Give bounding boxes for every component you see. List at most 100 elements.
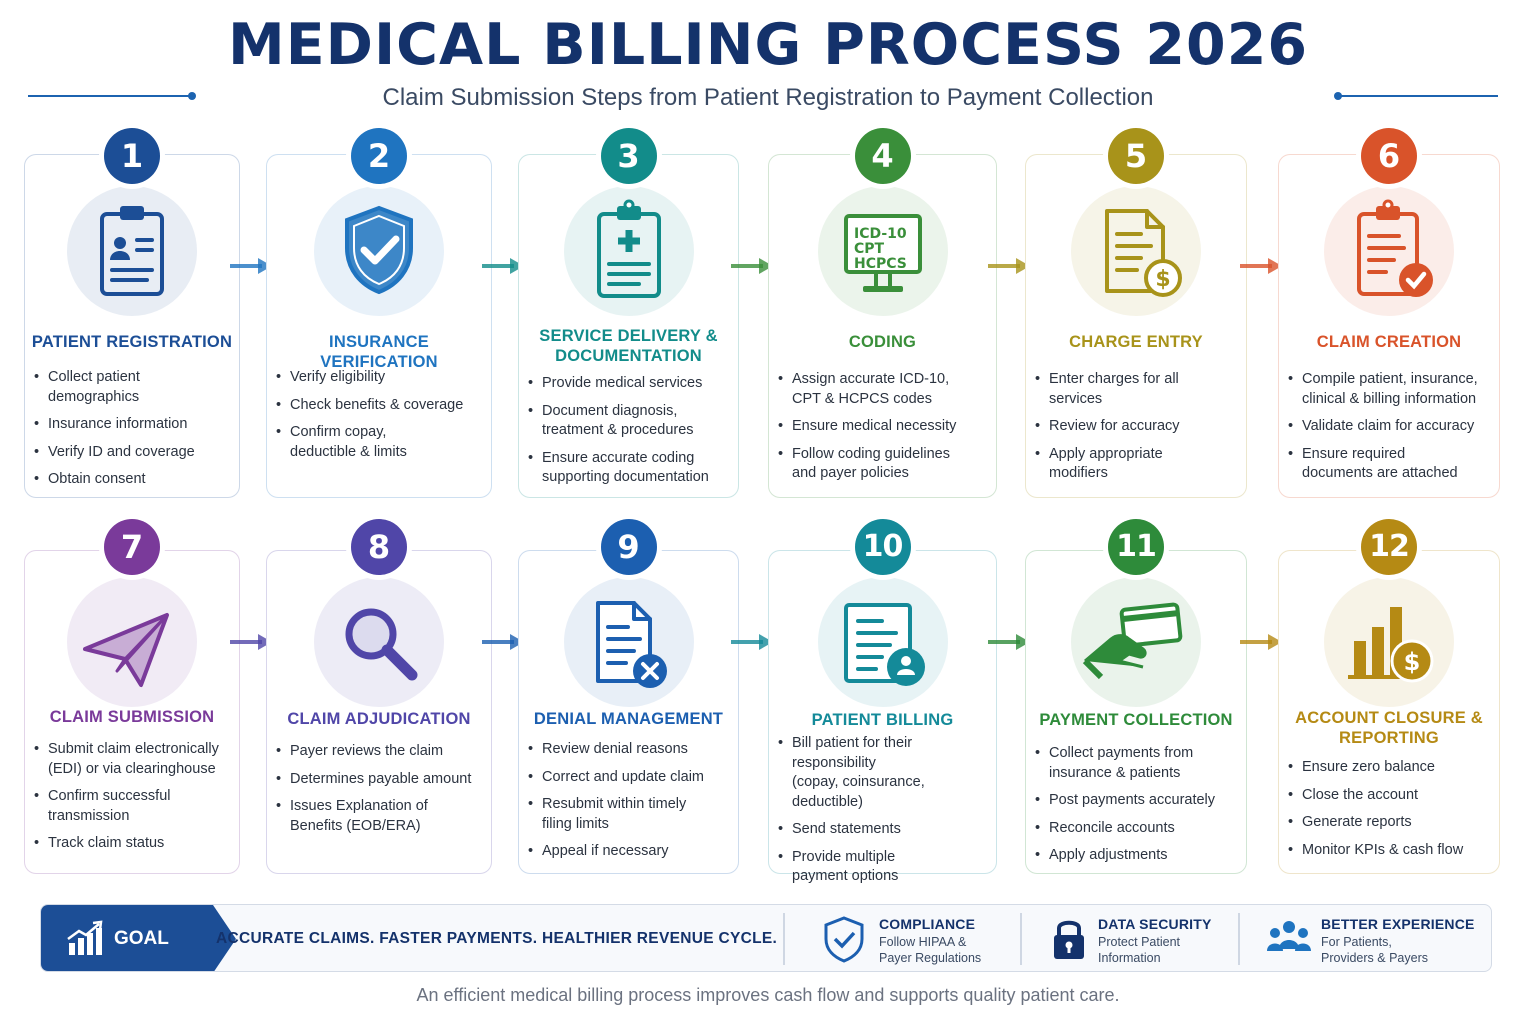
step-bullet: Collect patient demographics [34,368,234,407]
step-bullet: Close the account [1288,786,1494,806]
svg-text:CPT: CPT [854,241,885,257]
medical-clipboard-icon [563,186,694,316]
shield-check-icon [824,916,864,963]
chart-dollar-icon: $ [1324,577,1454,707]
step-bullet: Confirm copay, deductible & limits [276,423,486,462]
step-bullet: Insurance information [34,415,234,435]
step-bullets: Provide medical services Document diagnos… [528,374,733,496]
magnifier-icon [314,577,444,707]
step-bullets: Compile patient, insurance, clinical & b… [1288,370,1494,492]
step-bullet: Monitor KPIs & cash flow [1288,841,1494,861]
step-number: 10 [854,519,911,575]
step-bullet: Send statements [778,820,991,840]
step-title: DENIAL MANAGEMENT [533,710,724,728]
step-bullet: Collect payments from insurance & patien… [1035,744,1241,783]
step-bullet: Resubmit within timely filing limits [528,795,733,834]
svg-text:HCPCS: HCPCS [854,256,907,272]
lock-icon [1054,920,1084,959]
step-bullet: Apply adjustments [1035,846,1241,866]
header-rule-right [1338,95,1498,97]
step-title: PATIENT REGISTRATION [31,333,233,351]
paper-plane-icon [67,577,197,707]
feature-subtitle-compliance: Follow HIPAA & Payer Regulations [879,935,982,965]
step-bullet: Submit claim electronically (EDI) or via… [34,740,234,779]
step-bullet: Review for accuracy [1035,417,1241,437]
svg-text:ICD-10: ICD-10 [854,226,907,242]
step-bullet: Document diagnosis, treatment & procedur… [528,402,733,441]
feature-subtitle-better-experience: For Patients, Providers & Payers [1321,935,1428,965]
step-bullets: Collect patient demographics Insurance in… [34,368,234,498]
svg-text:$: $ [1155,267,1170,292]
step-bullets: Submit claim electronically (EDI) or via… [34,740,234,862]
step-bullets: Collect payments from insurance & patien… [1035,744,1241,874]
step-title: CHARGE ENTRY [1069,333,1203,351]
step-bullet: Ensure required documents are attached [1288,445,1494,484]
step-bullet: Correct and update claim [528,768,733,788]
flow-arrow-icon [988,258,1030,274]
flow-arrow-icon [988,634,1030,650]
step-bullet: Compile patient, insurance, clinical & b… [1288,370,1494,409]
page-subtitle: Claim Submission Steps from Patient Regi… [382,84,1154,111]
clipboard-patient-icon [67,186,197,316]
header-rule-left [28,95,193,97]
shield-check-icon [314,186,444,316]
step-bullet: Bill patient for their responsibility (c… [778,734,991,812]
svg-text:$: $ [1404,648,1421,676]
step-number: 2 [351,128,407,184]
step-bullet: Ensure accurate coding supporting docume… [528,449,733,488]
step-bullet: Payer reviews the claim [276,742,486,762]
step-bullet: Appeal if necessary [528,842,733,862]
feature-divider [1020,913,1022,965]
flow-arrow-icon [230,634,272,650]
step-bullets: Ensure zero balance Close the account Gene… [1288,758,1494,868]
step-bullet: Review denial reasons [528,740,733,760]
step-bullets: Enter charges for all services Review for… [1035,370,1241,492]
feature-subtitle-data-security: Protect Patient Information [1098,935,1180,965]
step-title: ACCOUNT CLOSURE & REPORTING [1295,709,1483,747]
step-bullet: Reconcile accounts [1035,819,1241,839]
header-rule-right-dot [1334,92,1342,100]
header-rule-left-dot [188,92,196,100]
step-bullet: Generate reports [1288,813,1494,833]
step-title: PAYMENT COLLECTION [1039,711,1233,729]
feature-title-compliance: COMPLIANCE [879,916,976,932]
coding-monitor-icon: ICD-10 CPT HCPCS [817,186,948,316]
step-card [768,154,997,498]
flow-arrow-icon [730,634,773,650]
step-bullet: Provide multiple payment options [778,848,991,887]
step-title: SERVICE DELIVERY & DOCUMENTATION [539,327,718,365]
feature-title-data-security: DATA SECURITY [1098,916,1212,932]
step-bullets: Assign accurate ICD-10, CPT & HCPCS code… [778,370,991,492]
step-bullet: Verify ID and coverage [34,443,234,463]
step-title: CLAIM SUBMISSION [49,708,215,726]
step-title: PATIENT BILLING [811,711,954,729]
step-number: 11 [1108,519,1164,575]
step-number: 9 [600,519,657,575]
feature-title-better-experience: BETTER EXPERIENCE [1321,916,1475,932]
goal-statement: ACCURATE CLAIMS. FASTER PAYMENTS. HEALTH… [216,930,778,947]
step-bullet: Determines payable amount [276,770,486,790]
step-number: 8 [351,519,407,575]
step-bullet: Assign accurate ICD-10, CPT & HCPCS code… [778,370,991,409]
people-icon [1267,921,1311,951]
step-bullet: Validate claim for accuracy [1288,417,1494,437]
goal-bar: GOAL ACCURATE CLAIMS. FASTER PAYMENTS. H… [40,904,1492,972]
step-number: 4 [854,128,911,184]
step-bullet: Apply appropriate modifiers [1035,445,1241,484]
step-number: 3 [600,128,657,184]
step-bullet: Enter charges for all services [1035,370,1241,409]
growth-chart-icon [67,920,103,955]
step-bullet: Ensure medical necessity [778,417,991,437]
step-bullets: Review denial reasons Correct and update … [528,740,733,870]
flow-arrow-icon [482,634,524,650]
step-bullets: Verify eligibility Check benefits & cover… [276,368,486,470]
step-number: 6 [1361,128,1417,184]
step-bullet: Confirm successful transmission [34,787,234,826]
card-payment-icon [1071,577,1201,707]
step-bullet: Provide medical services [528,374,733,394]
step-title: CLAIM CREATION [1316,333,1462,351]
goal-divider [783,913,785,965]
invoice-dollar-icon: $ [1071,186,1201,316]
step-bullet: Check benefits & coverage [276,396,486,416]
flow-arrow-icon [730,258,773,274]
